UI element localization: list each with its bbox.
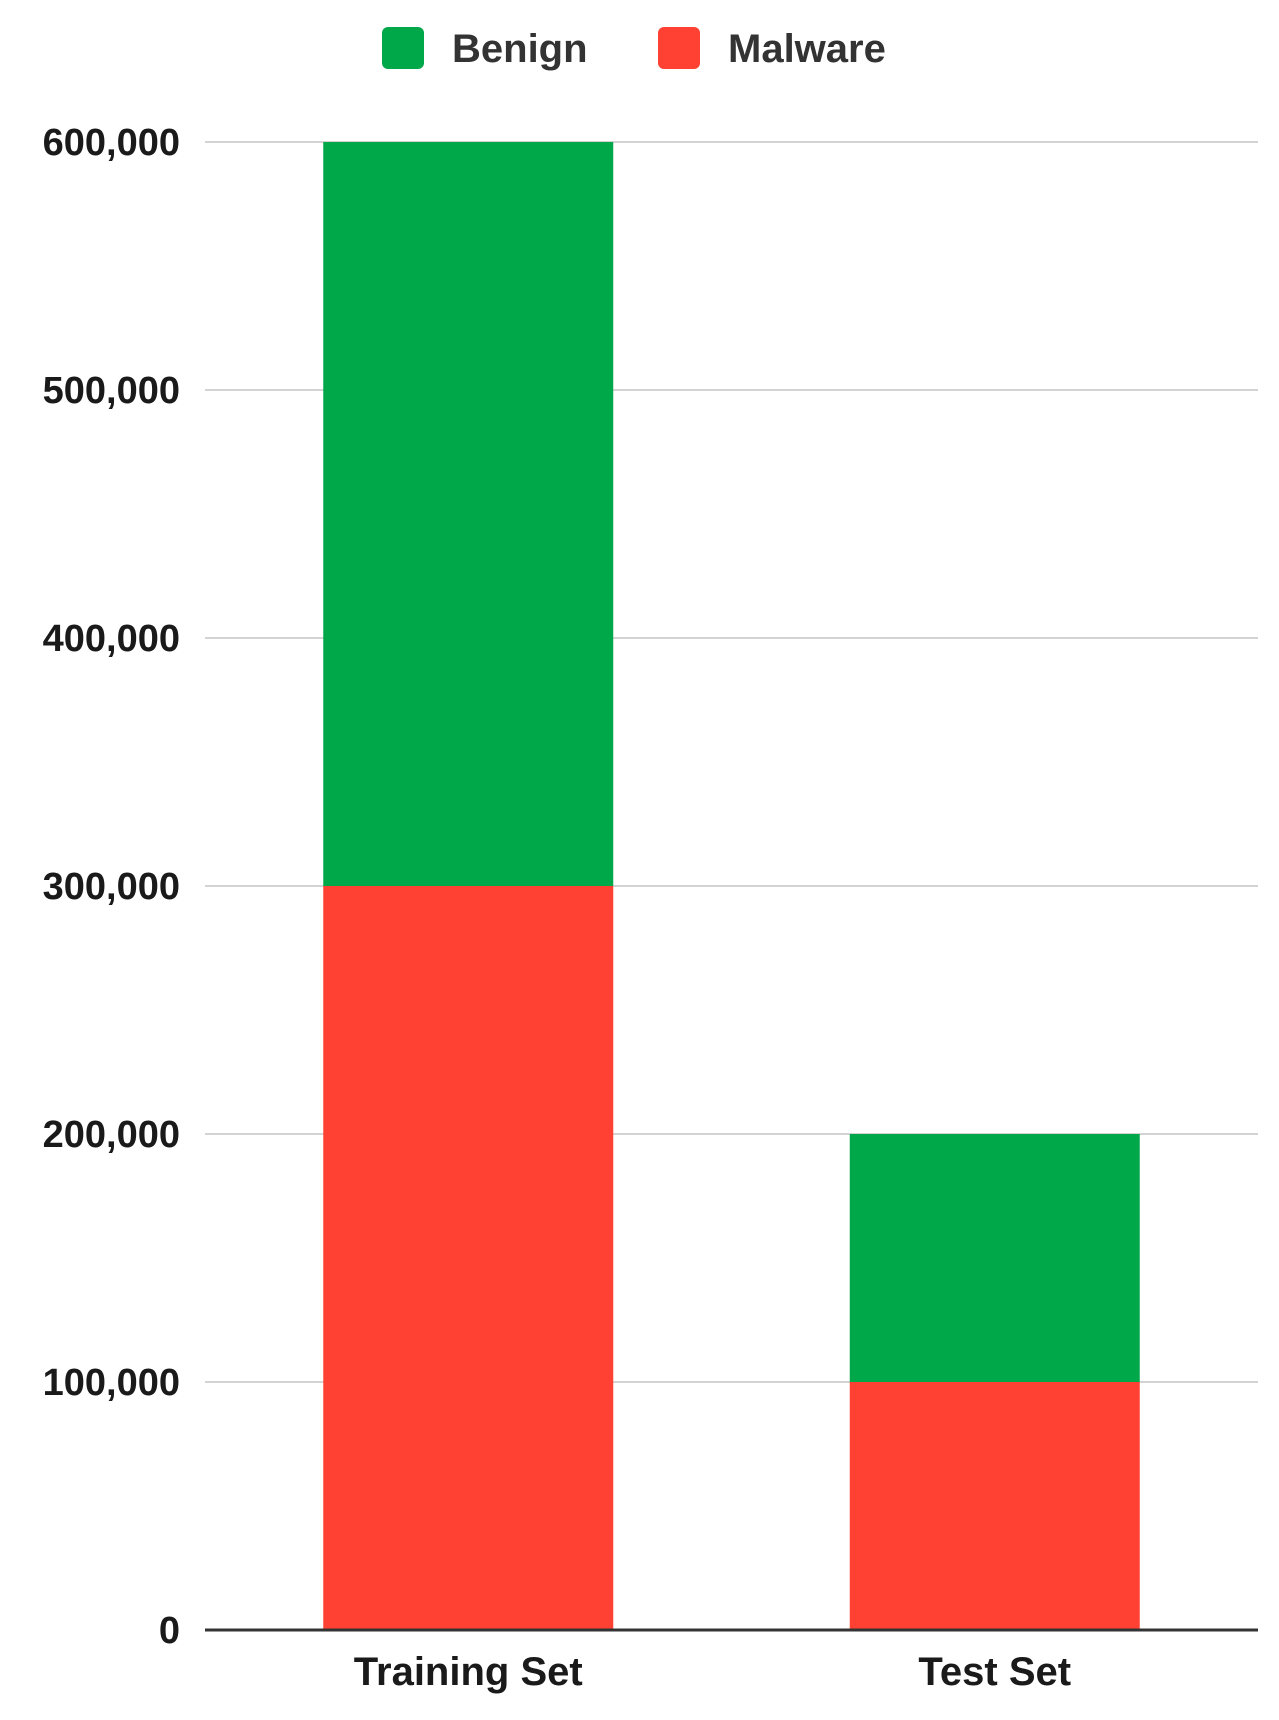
- y-tick-label: 100,000: [43, 1362, 180, 1404]
- legend: Benign Malware: [382, 27, 886, 71]
- y-tick-label: 500,000: [43, 370, 180, 412]
- legend-swatch-benign: [382, 27, 424, 69]
- y-tick-label: 400,000: [43, 618, 180, 660]
- bar-training-set-benign: [323, 142, 614, 886]
- y-tick-label: 300,000: [43, 866, 180, 908]
- bar-test-set-malware: [849, 1382, 1140, 1630]
- bar-training-set-malware: [323, 886, 614, 1630]
- y-tick-label: 200,000: [43, 1114, 180, 1156]
- axes: 0 100,000 200,000 300,000 400,000 500,000 600,…: [43, 122, 1258, 1694]
- x-tick-label-training-set: Training Set: [354, 1650, 583, 1694]
- legend-label-malware: Malware: [728, 27, 886, 71]
- y-tick-label: 0: [159, 1610, 180, 1652]
- y-tick-label: 600,000: [43, 122, 180, 164]
- legend-swatch-malware: [658, 27, 700, 69]
- bar-test-set-benign: [849, 1134, 1140, 1382]
- bars: [323, 142, 1140, 1630]
- legend-label-benign: Benign: [452, 27, 588, 71]
- x-tick-label-test-set: Test Set: [918, 1650, 1071, 1694]
